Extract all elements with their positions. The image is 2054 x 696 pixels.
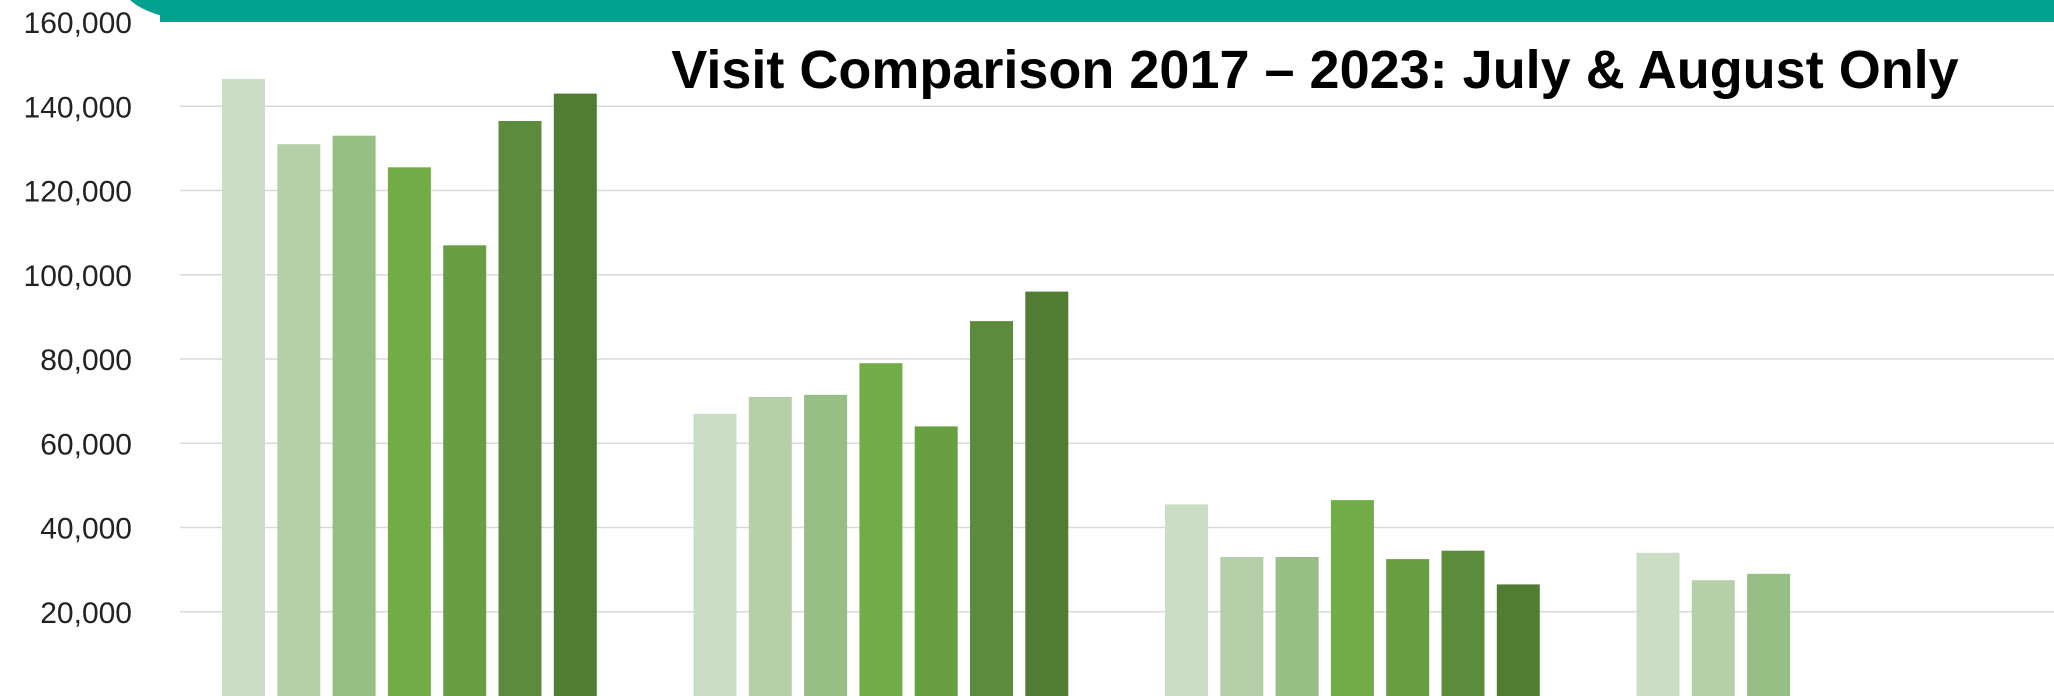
y-axis-ticks: 20,000 40,000 60,000 80,000 100,000 120,000 14… (24, 7, 132, 630)
y-tick-label: 160,000 (24, 7, 132, 40)
gridlines (180, 105, 2054, 613)
bar (553, 93, 597, 696)
bar (1747, 573, 1791, 696)
bar (970, 321, 1013, 696)
bars (222, 78, 1791, 696)
bar (1691, 580, 1735, 696)
bar-group-4 (1636, 552, 1791, 696)
bar (1386, 559, 1430, 696)
y-tick-label: 100,000 (24, 260, 132, 293)
bar (748, 396, 792, 696)
bar-group-2 (693, 291, 1069, 696)
bar (1220, 557, 1264, 696)
bar (222, 78, 265, 696)
bar (1275, 557, 1319, 696)
chart-title: Visit Comparison 2017 – 2023: July & Aug… (671, 40, 1958, 100)
bar (387, 167, 431, 696)
bar-group-3 (1165, 500, 1540, 696)
bar-group-1 (222, 78, 597, 696)
bar (1636, 552, 1680, 696)
y-tick-label: 20,000 (40, 597, 132, 630)
y-tick-label: 80,000 (40, 344, 132, 377)
bar (1496, 584, 1540, 696)
bar (693, 413, 737, 696)
header-band (160, 0, 2054, 22)
bar (332, 135, 376, 696)
bar (859, 363, 903, 696)
bar (804, 394, 848, 696)
bar (443, 245, 487, 696)
y-tick-label: 40,000 (40, 513, 132, 546)
bar (1025, 291, 1069, 696)
y-tick-label: 140,000 (24, 91, 132, 124)
bar (1441, 550, 1485, 696)
bar (1330, 500, 1374, 696)
y-tick-label: 60,000 (40, 428, 132, 461)
bar (1165, 504, 1208, 696)
header-band-curve (130, 0, 200, 22)
bar (277, 144, 321, 696)
y-tick-label: 120,000 (24, 176, 132, 209)
bar (498, 121, 542, 696)
bar (914, 426, 958, 696)
